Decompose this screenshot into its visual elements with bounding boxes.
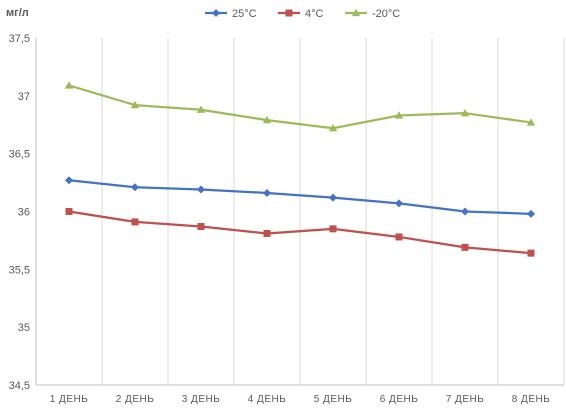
data-point [329,193,337,202]
data-point [526,118,536,126]
x-tick-label: 5 ДЕНЬ [314,394,353,405]
y-tick-label: 37,5 [9,33,30,45]
data-point [285,9,293,17]
series-group [64,81,536,257]
data-point [65,176,73,185]
data-point [461,243,469,251]
data-point [130,100,140,109]
data-point [197,223,205,231]
x-tick-label: 8 ДЕНЬ [512,394,551,405]
data-point [196,105,206,113]
data-point [131,183,139,192]
series-square [65,208,535,257]
series-triangle [64,81,536,132]
legend-item: 4°C [278,8,324,20]
data-point [329,225,337,233]
data-point [527,209,535,218]
data-point [64,81,74,89]
x-tick-label: 4 ДЕНЬ [248,394,287,405]
data-point [262,115,272,124]
data-point [461,207,469,216]
legend-item: -20°C [345,8,400,20]
legend-item: 25°C [205,8,257,20]
x-tick-label: 6 ДЕНЬ [380,394,419,405]
x-tick-label: 3 ДЕНЬ [182,394,221,405]
data-point [395,199,403,208]
y-unit-label: мг/л [6,7,29,19]
series-line [68,84,532,130]
y-tick-label: 36,5 [9,149,30,161]
y-tick-label: 34,5 [9,380,30,392]
data-point [351,8,361,17]
legend-label: 4°C [305,8,324,20]
data-point [263,229,271,237]
x-tick-label: 7 ДЕНЬ [446,394,485,405]
x-tick-label: 1 ДЕНЬ [50,394,89,405]
data-point [212,9,220,17]
y-tick-label: 37 [18,91,30,103]
data-point [263,188,271,197]
data-point [394,111,404,119]
data-point [328,124,338,132]
axes: 34,5 35 35,5 36 36,5 37 37,5 1 ДЕНЬ 2 ДЕНЬ 3 ДЕНЬ… [9,33,564,405]
legend-label: -20°C [372,8,400,20]
y-tick-label: 36 [18,207,30,219]
data-point [131,218,139,226]
legend-label: 25°C [232,8,257,20]
data-point [527,249,535,257]
legend: 25°C 4°C -20°C [205,8,400,20]
y-tick-label: 35,5 [9,264,30,276]
series-line [68,179,532,215]
x-tick-label: 2 ДЕНЬ [116,394,155,405]
data-point [395,233,403,241]
series-diamond [65,176,535,218]
series-line [68,210,532,255]
data-point [65,208,73,215]
data-point [460,108,470,117]
data-point [197,185,205,194]
y-tick-label: 35 [18,322,30,334]
